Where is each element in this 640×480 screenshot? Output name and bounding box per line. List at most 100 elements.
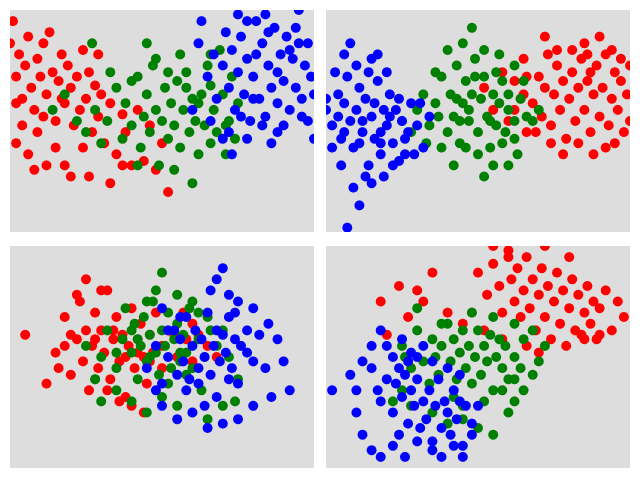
green-point (509, 133, 520, 144)
red-point (102, 385, 113, 396)
blue-point (248, 356, 259, 367)
green-point (436, 340, 447, 351)
blue-point (333, 89, 344, 100)
red-point (539, 82, 550, 93)
blue-point (309, 89, 314, 100)
green-point (166, 98, 177, 109)
blue-point (272, 127, 283, 138)
red-point (539, 246, 550, 251)
green-point (126, 325, 137, 336)
green-point (202, 414, 213, 425)
red-point (62, 60, 73, 71)
red-point (524, 303, 535, 314)
blue-series (141, 263, 295, 433)
blue-series (187, 10, 314, 160)
green-point (141, 296, 152, 307)
green-point (491, 352, 502, 362)
red-point (96, 285, 107, 296)
red-point (81, 93, 91, 104)
blue-point (390, 378, 401, 389)
blue-point (375, 127, 386, 138)
blue-point (409, 400, 420, 411)
blue-point (357, 356, 368, 367)
blue-point (199, 400, 210, 411)
blue-point (451, 414, 462, 425)
green-point (193, 98, 204, 109)
green-point (518, 385, 529, 396)
green-point (135, 142, 146, 153)
green-point (160, 82, 170, 93)
green-point (175, 347, 186, 358)
blue-point (394, 93, 404, 104)
blue-point (424, 385, 435, 396)
red-point (588, 296, 599, 307)
blue-point (381, 374, 392, 385)
blue-point (290, 22, 301, 33)
red-point (32, 127, 43, 138)
green-point (533, 356, 544, 367)
blue-point (251, 16, 262, 27)
blue-point (257, 38, 268, 49)
blue-point (236, 31, 246, 42)
red-point (518, 285, 529, 296)
blue-point (230, 307, 240, 318)
red-point (582, 281, 593, 291)
green-point (451, 93, 462, 104)
green-point (463, 104, 474, 115)
red-point (10, 38, 15, 49)
red-point (527, 98, 538, 109)
red-point (588, 149, 599, 160)
green-point (193, 149, 204, 160)
red-point (412, 285, 423, 296)
green-point (509, 318, 520, 329)
blue-point (326, 104, 331, 115)
green-point (509, 396, 520, 407)
red-point (573, 289, 584, 300)
blue-point (387, 440, 398, 451)
green-point (132, 334, 143, 345)
blue-point (187, 104, 198, 115)
blue-point (375, 149, 386, 160)
red-point (625, 60, 630, 71)
red-point (606, 93, 617, 104)
red-point (114, 396, 125, 407)
blue-point (242, 347, 253, 358)
red-point (65, 369, 76, 380)
blue-point (400, 369, 410, 380)
green-point (181, 67, 192, 78)
green-point (172, 289, 183, 300)
red-point (38, 111, 49, 122)
blue-point (275, 49, 286, 60)
blue-point (217, 133, 228, 144)
blue-point (372, 76, 383, 86)
blue-point (272, 67, 283, 78)
red-point (41, 378, 52, 389)
green-point (208, 104, 219, 115)
red-point (570, 116, 581, 126)
red-point (90, 80, 101, 91)
blue-point (184, 374, 195, 385)
blue-point (378, 104, 389, 115)
red-point (50, 116, 61, 126)
blue-point (351, 385, 362, 396)
red-point (503, 246, 514, 256)
red-point (93, 363, 104, 374)
red-point (105, 178, 116, 189)
blue-point (217, 60, 228, 71)
blue-point (394, 429, 404, 440)
blue-point (406, 385, 417, 396)
green-point (205, 80, 216, 91)
blue-point (339, 49, 350, 60)
blue-point (163, 325, 174, 336)
blue-point (360, 93, 371, 104)
red-point (612, 296, 623, 307)
green-point (132, 160, 143, 171)
red-point (59, 160, 70, 171)
red-point (50, 142, 61, 153)
red-point (515, 312, 526, 322)
green-point (96, 138, 107, 149)
red-point (11, 71, 22, 82)
red-series (375, 246, 629, 358)
blue-point (473, 400, 483, 411)
